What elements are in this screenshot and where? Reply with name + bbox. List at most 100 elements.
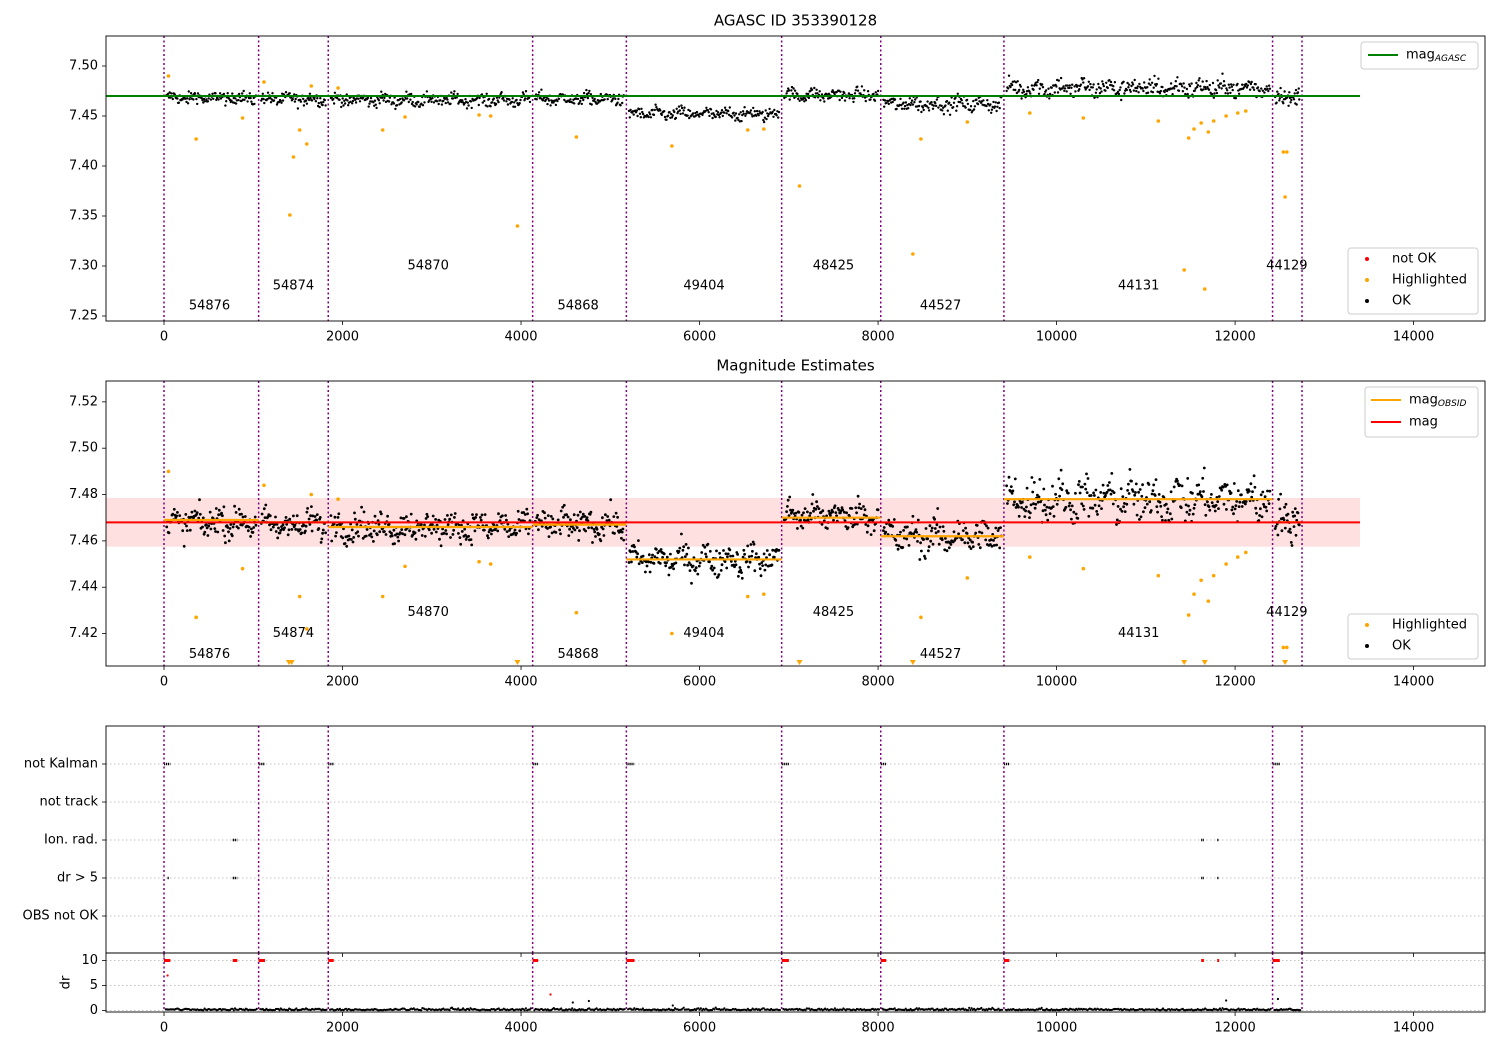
ok-point bbox=[717, 573, 721, 576]
ok-point bbox=[1232, 512, 1235, 516]
ok-point bbox=[972, 99, 975, 103]
obsid-label: 54874 bbox=[273, 279, 314, 294]
ok-point bbox=[559, 509, 563, 513]
ok-point bbox=[683, 563, 686, 567]
ok-point bbox=[686, 563, 689, 567]
ok-point bbox=[392, 528, 396, 532]
ok-point bbox=[794, 511, 798, 515]
ok-point bbox=[517, 518, 521, 521]
ok-point bbox=[222, 92, 226, 96]
highlighted-point bbox=[574, 610, 579, 615]
ok-point bbox=[1251, 490, 1254, 494]
ok-point bbox=[964, 106, 967, 109]
ok-point bbox=[763, 116, 767, 119]
ok-point bbox=[831, 89, 834, 92]
ok-point bbox=[1077, 483, 1080, 487]
ok-point bbox=[732, 111, 735, 115]
ok-point bbox=[1093, 503, 1097, 507]
ok-point bbox=[1181, 90, 1185, 93]
ok-point bbox=[1188, 508, 1192, 512]
ok-point bbox=[1152, 483, 1156, 487]
ok-point bbox=[1213, 92, 1216, 95]
ok-point bbox=[399, 97, 402, 101]
ok-point bbox=[969, 108, 972, 112]
ok-point bbox=[976, 102, 980, 106]
ok-point bbox=[1074, 512, 1078, 516]
ok-point bbox=[1234, 97, 1238, 100]
ok-point bbox=[342, 104, 345, 107]
ok-point bbox=[599, 539, 603, 543]
dr-point bbox=[832, 1008, 835, 1012]
ok-point bbox=[1249, 82, 1253, 86]
ok-point bbox=[458, 536, 462, 539]
ok-point bbox=[285, 522, 289, 526]
ok-point bbox=[1158, 500, 1162, 504]
plot-area bbox=[105, 380, 1486, 667]
ok-point bbox=[1043, 503, 1046, 507]
ok-point bbox=[1210, 493, 1213, 496]
ok-point bbox=[1136, 85, 1140, 88]
ok-point bbox=[711, 568, 714, 572]
dr-outlier bbox=[1225, 999, 1228, 1002]
ok-point bbox=[1031, 490, 1035, 494]
ok-point bbox=[688, 569, 692, 572]
ok-point bbox=[1105, 490, 1109, 494]
ok-point bbox=[577, 539, 581, 542]
y-tick-label: 7.30 bbox=[69, 259, 98, 274]
plot-area bbox=[105, 35, 1486, 322]
ok-point bbox=[424, 517, 428, 520]
ok-point bbox=[1088, 88, 1091, 92]
ok-point bbox=[405, 90, 408, 93]
ok-point bbox=[698, 561, 702, 565]
ok-point bbox=[287, 528, 291, 532]
ok-point bbox=[501, 514, 504, 518]
dr-point bbox=[344, 1007, 348, 1010]
ok-point bbox=[832, 518, 835, 522]
ok-point bbox=[934, 104, 938, 108]
dr-point bbox=[697, 1007, 700, 1010]
highlighted-point bbox=[1283, 195, 1287, 199]
ok-point bbox=[215, 98, 218, 102]
ok-point bbox=[264, 503, 268, 507]
ok-point bbox=[883, 105, 886, 108]
ok-point bbox=[1084, 487, 1088, 491]
ok-point bbox=[292, 514, 295, 518]
ok-point bbox=[226, 92, 229, 95]
ok-point bbox=[938, 525, 942, 529]
highlighted-point bbox=[297, 594, 302, 599]
ok-point bbox=[1020, 97, 1023, 100]
ok-point bbox=[246, 100, 249, 103]
ok-point bbox=[869, 98, 872, 101]
ok-point bbox=[1066, 84, 1069, 87]
ok-point bbox=[549, 525, 552, 529]
ok-point bbox=[945, 549, 949, 553]
ok-point bbox=[792, 87, 795, 90]
dr-point bbox=[682, 1006, 685, 1009]
ok-point bbox=[1191, 491, 1194, 495]
ok-point bbox=[431, 97, 434, 100]
ok-point bbox=[202, 97, 206, 101]
ok-point bbox=[640, 561, 644, 564]
ok-point bbox=[1151, 489, 1155, 492]
ok-point bbox=[742, 548, 746, 552]
ok-point bbox=[549, 104, 552, 107]
ok-point bbox=[1013, 500, 1016, 504]
ok-point bbox=[864, 523, 868, 526]
ok-point bbox=[1131, 490, 1135, 493]
ok-point bbox=[482, 528, 486, 532]
ok-point bbox=[1187, 513, 1191, 516]
ok-point bbox=[442, 531, 446, 535]
ok-point bbox=[733, 559, 737, 563]
ok-point bbox=[483, 99, 486, 103]
ok-point bbox=[910, 99, 914, 102]
ok-point bbox=[745, 559, 749, 563]
ok-point bbox=[504, 514, 507, 517]
ok-point bbox=[737, 118, 740, 122]
ok-point bbox=[843, 91, 846, 95]
ok-point bbox=[806, 510, 809, 514]
ok-point bbox=[313, 515, 317, 518]
ok-point bbox=[606, 98, 609, 101]
ok-point bbox=[708, 560, 711, 564]
ok-point bbox=[658, 562, 662, 565]
